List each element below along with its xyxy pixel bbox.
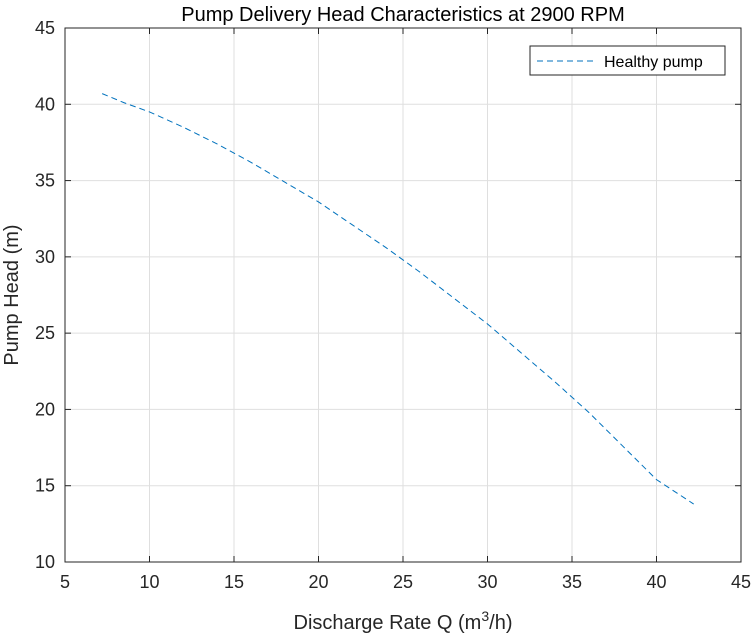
series-layer bbox=[101, 93, 694, 505]
x-tick-label: 45 bbox=[731, 572, 751, 592]
x-tick-label: 15 bbox=[224, 572, 244, 592]
x-tick-label: 10 bbox=[139, 572, 159, 592]
chart-title: Pump Delivery Head Characteristics at 29… bbox=[181, 4, 625, 26]
x-tick-label: 5 bbox=[60, 572, 70, 592]
x-tick-label: 30 bbox=[477, 572, 497, 592]
y-tick-label: 10 bbox=[35, 552, 55, 572]
x-tick-label: 25 bbox=[393, 572, 413, 592]
x-tick-label: 40 bbox=[646, 572, 666, 592]
series-line-0 bbox=[101, 93, 694, 505]
x-axis-label-superscript: 3 bbox=[481, 608, 489, 624]
legend-label-healthy-pump: Healthy pump bbox=[604, 54, 703, 71]
y-tick-label: 15 bbox=[35, 476, 55, 496]
y-tick-label: 35 bbox=[35, 171, 55, 191]
axis-ticks bbox=[64, 27, 742, 563]
y-tick-label: 45 bbox=[35, 18, 55, 38]
y-tick-label: 25 bbox=[35, 323, 55, 343]
x-tick-label: 35 bbox=[562, 572, 582, 592]
x-axis-label-tail: /h) bbox=[489, 612, 512, 634]
y-tick-label: 30 bbox=[35, 247, 55, 267]
legend: Healthy pump bbox=[529, 45, 726, 76]
y-axis-label: Pump Head (m) bbox=[1, 224, 23, 365]
x-axis-label-main: Discharge Rate Q (m bbox=[294, 612, 482, 634]
y-tick-label: 40 bbox=[35, 94, 55, 114]
y-tick-label: 20 bbox=[35, 399, 55, 419]
x-axis-label: Discharge Rate Q (m3/h) bbox=[294, 608, 513, 634]
x-tick-label: 20 bbox=[308, 572, 328, 592]
